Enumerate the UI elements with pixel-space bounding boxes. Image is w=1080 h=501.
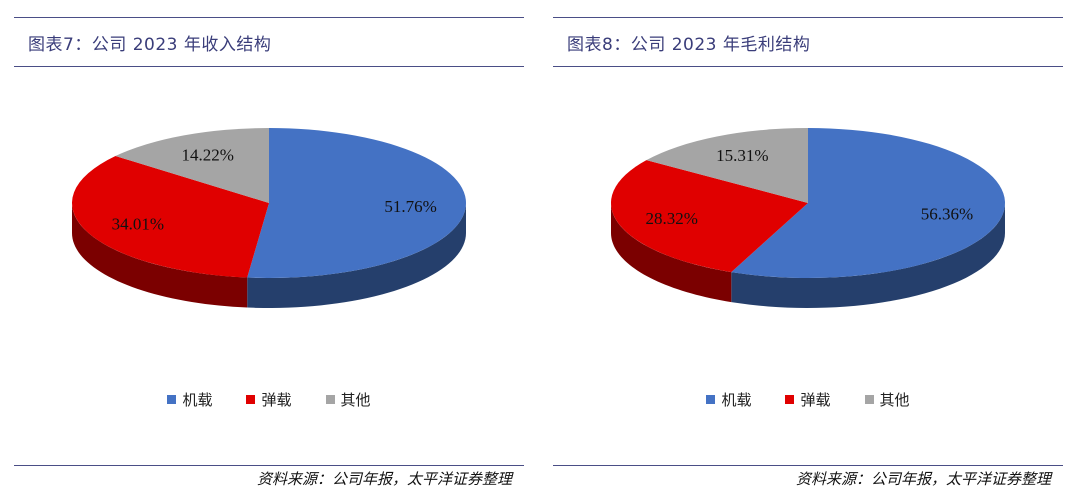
legend-label: 机载 bbox=[182, 391, 213, 409]
pie-slice-missile bbox=[611, 160, 808, 273]
legend-item-airborne: 机载 bbox=[167, 389, 212, 410]
pie-slice-other bbox=[646, 128, 808, 203]
legend-label: 弹载 bbox=[261, 391, 292, 409]
pie-side-missile bbox=[72, 203, 248, 308]
source-note: 资料来源：公司年报，太平洋证券整理 bbox=[256, 470, 512, 488]
pie-slice-airborne bbox=[247, 128, 466, 278]
pie-slice-missile bbox=[71, 156, 269, 278]
legend-item-airborne: 机载 bbox=[706, 389, 751, 410]
data-label-missile: 34.01% bbox=[112, 215, 164, 234]
chart-title: 图表7：公司 2023 年收入结构 bbox=[28, 35, 272, 55]
chart-legend: 机载 弹载 其他 bbox=[14, 389, 524, 410]
pie-slice-other bbox=[115, 128, 269, 203]
legend-label: 机载 bbox=[721, 391, 752, 409]
pie-side-airborne bbox=[731, 203, 1005, 308]
gross-profit-structure-panel: 图表8：公司 2023 年毛利结构 56.36% 28.32% 15.31% 机载 … bbox=[553, 0, 1063, 501]
data-label-airborne: 56.36% bbox=[921, 205, 973, 224]
data-label-other: 14.22% bbox=[182, 145, 234, 164]
chart-title: 图表8：公司 2023 年毛利结构 bbox=[567, 35, 811, 55]
gross-profit-pie-chart: 56.36% 28.32% 15.31% bbox=[611, 128, 1005, 308]
legend-item-missile: 弹载 bbox=[246, 389, 292, 410]
revenue-pie-chart: 51.76% 34.01% 14.22% bbox=[71, 128, 466, 308]
legend-item-other: 其他 bbox=[864, 389, 910, 410]
pie-side-airborne bbox=[247, 203, 466, 308]
legend-swatch bbox=[325, 395, 335, 404]
legend-item-missile: 弹载 bbox=[785, 389, 831, 410]
legend-swatch bbox=[246, 395, 256, 404]
legend-swatch bbox=[785, 395, 795, 404]
legend-swatch bbox=[706, 395, 716, 404]
bottom-rule bbox=[14, 465, 524, 466]
source-note: 资料来源：公司年报，太平洋证券整理 bbox=[795, 470, 1051, 488]
title-rule bbox=[14, 66, 524, 67]
data-label-missile: 28.32% bbox=[646, 209, 698, 228]
data-label-airborne: 51.76% bbox=[384, 197, 436, 216]
data-label-other: 15.31% bbox=[716, 146, 768, 165]
pie-slice-airborne bbox=[731, 128, 1005, 278]
legend-swatch bbox=[167, 395, 177, 404]
title-rule bbox=[553, 66, 1063, 67]
pie-side-missile bbox=[611, 203, 732, 303]
legend-label: 弹载 bbox=[800, 391, 831, 409]
legend-item-other: 其他 bbox=[325, 389, 371, 410]
top-rule bbox=[553, 17, 1063, 18]
top-rule bbox=[14, 17, 524, 18]
legend-label: 其他 bbox=[879, 391, 910, 409]
bottom-rule bbox=[553, 465, 1063, 466]
revenue-structure-panel: 图表7：公司 2023 年收入结构 51.76% 34.01% 14.22% 机载 … bbox=[14, 0, 524, 501]
legend-swatch bbox=[864, 395, 874, 404]
chart-legend: 机载 弹载 其他 bbox=[553, 389, 1063, 410]
legend-label: 其他 bbox=[340, 391, 371, 409]
